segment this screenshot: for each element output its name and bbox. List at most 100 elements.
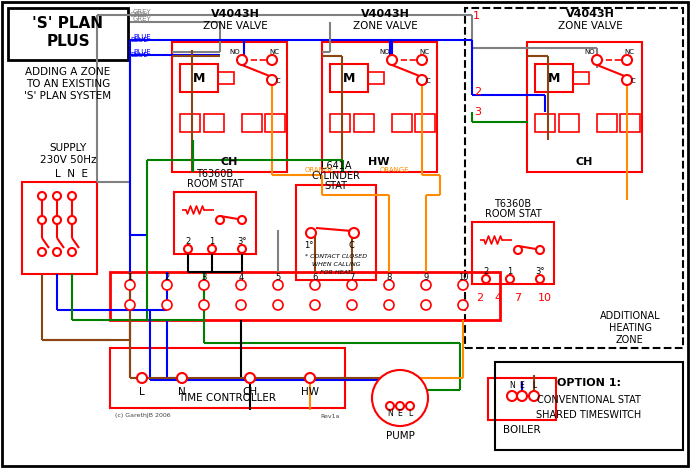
Circle shape [622,75,632,85]
Bar [495,362,683,450]
Text: 2: 2 [484,268,489,277]
Text: SUPPLY: SUPPLY [50,143,87,153]
Text: CH: CH [242,387,257,397]
Bar [559,114,579,132]
Text: NO: NO [380,49,391,55]
Text: 4: 4 [495,293,502,303]
Text: OPTION 1:: OPTION 1: [557,378,621,388]
Circle shape [53,192,61,200]
Circle shape [53,216,61,224]
Text: C: C [426,78,431,84]
Text: ZONE VALVE: ZONE VALVE [558,21,622,31]
Text: NO: NO [230,49,240,55]
Circle shape [267,75,277,85]
Circle shape [245,373,255,383]
Bar [204,114,224,132]
Circle shape [622,55,632,65]
Text: E: E [520,381,524,390]
Text: SHARED TIMESWITCH: SHARED TIMESWITCH [536,410,642,420]
Text: 10: 10 [457,273,469,283]
Circle shape [417,55,427,65]
Circle shape [237,55,247,65]
Text: GREY: GREY [133,16,152,22]
Text: ORANGE: ORANGE [380,167,410,173]
Circle shape [347,300,357,310]
Circle shape [406,402,414,410]
Text: 3°: 3° [237,237,247,247]
Text: STAT: STAT [324,181,348,191]
Circle shape [236,280,246,290]
Circle shape [386,402,394,410]
Circle shape [384,300,394,310]
Text: BLUE: BLUE [130,52,148,58]
Text: BLUE: BLUE [133,49,150,55]
Bar [527,42,642,172]
Text: L: L [532,381,536,390]
Circle shape [125,300,135,310]
Bar [8,8,128,60]
Text: BLUE: BLUE [130,37,148,43]
Circle shape [38,248,46,256]
Text: 230V 50Hz: 230V 50Hz [40,155,96,165]
Text: 3: 3 [474,107,481,117]
Circle shape [177,373,187,383]
Text: (c) GarethJB 2006: (c) GarethJB 2006 [115,414,170,418]
Text: ROOM STAT: ROOM STAT [484,209,542,219]
Circle shape [238,245,246,253]
Text: ROOM STAT: ROOM STAT [186,179,244,189]
Bar [573,72,589,84]
Text: 2: 2 [476,293,484,303]
Circle shape [310,280,320,290]
Text: 'S' PLAN SYSTEM: 'S' PLAN SYSTEM [24,91,112,101]
Circle shape [68,192,76,200]
Text: C: C [348,241,354,249]
Circle shape [387,55,397,65]
Text: NO: NO [584,49,595,55]
Circle shape [273,280,283,290]
Text: ADDITIONAL: ADDITIONAL [600,311,660,321]
Circle shape [482,275,490,283]
Circle shape [421,300,431,310]
Bar [296,185,376,280]
Text: M: M [548,72,560,85]
Circle shape [199,300,209,310]
Circle shape [396,402,404,410]
Text: T6360B: T6360B [495,199,531,209]
Text: N: N [178,387,186,397]
Circle shape [38,216,46,224]
Text: 2: 2 [186,237,190,247]
Circle shape [238,216,246,224]
Text: GREY: GREY [130,12,149,18]
Bar [535,114,555,132]
Text: HW: HW [368,157,390,167]
Text: CH: CH [220,157,237,167]
Circle shape [125,280,135,290]
Bar [392,114,412,132]
Circle shape [267,55,277,65]
Bar [265,114,285,132]
Circle shape [305,373,315,383]
Bar [174,192,256,254]
Text: N: N [387,410,393,418]
Bar [472,222,554,284]
Circle shape [506,275,514,283]
Bar [330,64,368,92]
Circle shape [536,275,544,283]
Circle shape [347,280,357,290]
Circle shape [517,391,527,401]
Text: NC: NC [624,49,634,55]
Bar [535,64,573,92]
Text: WHEN CALLING: WHEN CALLING [312,263,360,268]
Text: CONVENTIONAL STAT: CONVENTIONAL STAT [537,395,641,405]
Text: ADDING A ZONE: ADDING A ZONE [26,67,110,77]
Text: Rev1a: Rev1a [321,414,340,418]
Text: TIME CONTROLLER: TIME CONTROLLER [178,393,276,403]
Bar [488,378,556,420]
Circle shape [417,75,427,85]
Text: HEATING: HEATING [609,323,651,333]
Text: 3°: 3° [535,268,544,277]
Circle shape [458,300,468,310]
Text: PLUS: PLUS [46,35,90,50]
Text: NC: NC [269,49,279,55]
Text: FOR HEAT: FOR HEAT [320,271,352,276]
